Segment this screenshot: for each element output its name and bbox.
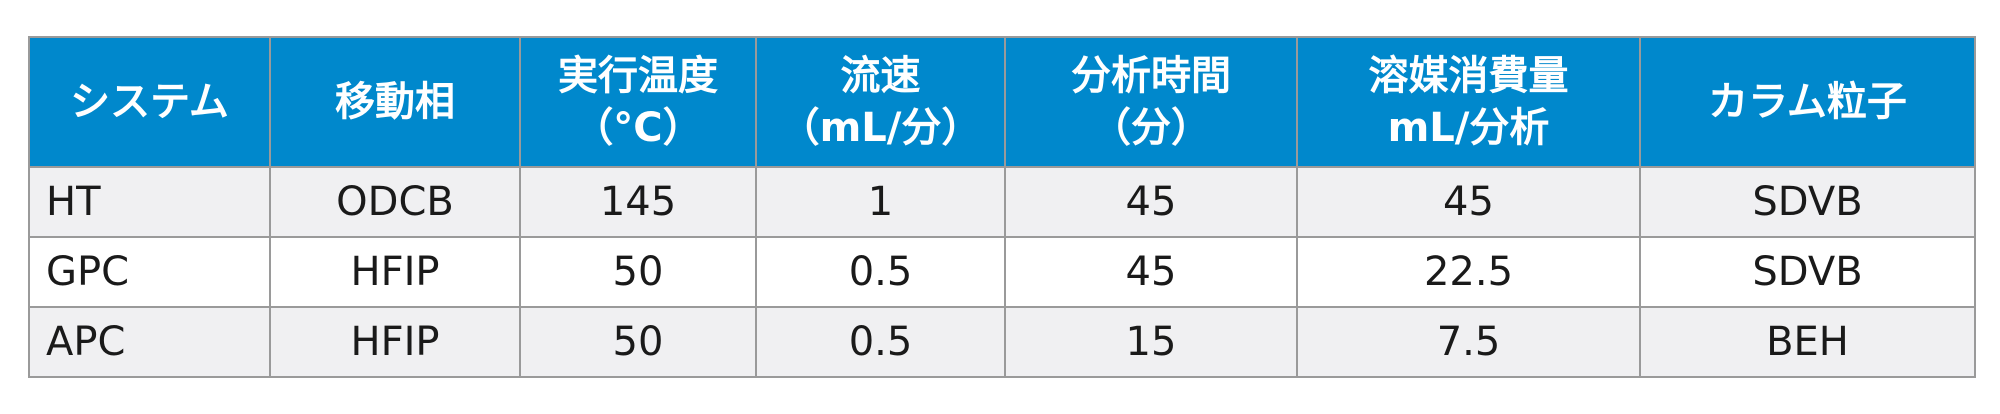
cell-system: APC: [28, 306, 271, 378]
table-header: システム 移動相 実行温度 （°C） 流速 （mL/分） 分析時間 （分） 溶媒…: [28, 36, 1976, 168]
table-row: APC HFIP 50 0.5 15 7.5 BEH: [28, 306, 1976, 378]
cell-column-particle: SDVB: [1639, 166, 1976, 238]
table-body: HT ODCB 145 1 45 45 SDVB GPC HFIP 50 0.5…: [28, 166, 1976, 378]
cell-mobile-phase: ODCB: [269, 166, 521, 238]
cell-run-temperature: 50: [519, 306, 757, 378]
cell-run-temperature: 145: [519, 166, 757, 238]
header-solvent-consumption: 溶媒消費量 mL/分析: [1296, 36, 1641, 168]
cell-analysis-time: 15: [1004, 306, 1298, 378]
table-row: GPC HFIP 50 0.5 45 22.5 SDVB: [28, 236, 1976, 308]
cell-flow-rate: 0.5: [755, 236, 1006, 308]
cell-column-particle: BEH: [1639, 306, 1976, 378]
cell-analysis-time: 45: [1004, 166, 1298, 238]
header-flow-rate: 流速 （mL/分）: [755, 36, 1006, 168]
table-row: HT ODCB 145 1 45 45 SDVB: [28, 166, 1976, 238]
header-system: システム: [28, 36, 271, 168]
cell-run-temperature: 50: [519, 236, 757, 308]
cell-system: GPC: [28, 236, 271, 308]
cell-system: HT: [28, 166, 271, 238]
cell-flow-rate: 1: [755, 166, 1006, 238]
header-run-temperature: 実行温度 （°C）: [519, 36, 757, 168]
cell-flow-rate: 0.5: [755, 306, 1006, 378]
comparison-table: システム 移動相 実行温度 （°C） 流速 （mL/分） 分析時間 （分） 溶媒…: [28, 36, 1976, 378]
header-column-particle: カラム粒子: [1639, 36, 1976, 168]
cell-column-particle: SDVB: [1639, 236, 1976, 308]
cell-analysis-time: 45: [1004, 236, 1298, 308]
header-mobile-phase: 移動相: [269, 36, 521, 168]
cell-solvent-consumption: 22.5: [1296, 236, 1641, 308]
cell-mobile-phase: HFIP: [269, 306, 521, 378]
cell-mobile-phase: HFIP: [269, 236, 521, 308]
cell-solvent-consumption: 7.5: [1296, 306, 1641, 378]
cell-solvent-consumption: 45: [1296, 166, 1641, 238]
header-row: システム 移動相 実行温度 （°C） 流速 （mL/分） 分析時間 （分） 溶媒…: [28, 36, 1976, 168]
header-analysis-time: 分析時間 （分）: [1004, 36, 1298, 168]
